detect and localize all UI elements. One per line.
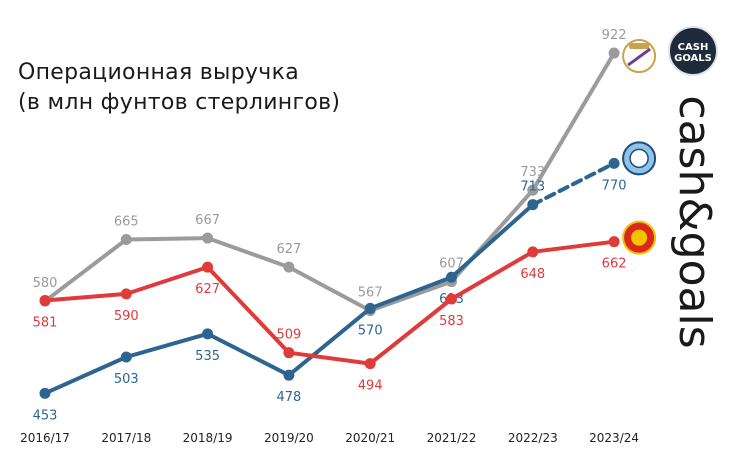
data-point: [364, 302, 376, 314]
data-label: 627: [195, 282, 220, 297]
data-label: 453: [33, 408, 58, 423]
data-point: [120, 351, 132, 363]
data-label: 648: [520, 267, 545, 282]
chart-title-line-1: Операционная выручка: [18, 60, 299, 85]
x-tick-label: 2018/19: [183, 431, 233, 445]
data-point: [446, 293, 457, 305]
manchester-united-inner-shape: [631, 229, 648, 246]
data-point: [283, 261, 295, 273]
data-point: [120, 288, 132, 300]
data-label: 607: [439, 257, 464, 272]
data-label: 667: [195, 213, 220, 228]
data-label: 581: [33, 315, 58, 330]
data-point: [446, 271, 457, 283]
x-tick-label: 2020/21: [345, 431, 395, 445]
data-point: [39, 387, 51, 399]
data-point: [283, 369, 295, 381]
x-tick-label: 2023/24: [589, 431, 639, 445]
data-label: 567: [358, 286, 383, 301]
data-point: [39, 294, 51, 306]
data-point: [527, 184, 539, 196]
x-tick-label: 2017/18: [101, 431, 151, 445]
x-tick-label: 2021/22: [427, 431, 477, 445]
x-tick-label: 2019/20: [264, 431, 314, 445]
data-point: [527, 246, 539, 258]
data-label: 580: [33, 276, 58, 291]
series-line-man_united: [43, 239, 617, 366]
real-madrid-crown-shape: [629, 43, 650, 50]
data-label: 713: [520, 180, 545, 195]
data-label: 627: [276, 242, 301, 257]
data-label: 570: [358, 323, 383, 338]
data-point: [364, 358, 376, 370]
data-label: 478: [276, 390, 301, 405]
data-point: [202, 232, 214, 244]
data-label: 770: [602, 178, 627, 193]
data-label: 665: [114, 215, 139, 230]
series-line-real_madrid: [43, 51, 617, 313]
data-point: [120, 234, 132, 246]
cash-goals-logo-icon: CASH GOALS: [668, 26, 718, 76]
real-madrid-band-shape: [627, 47, 651, 67]
brand-logo-text: CASH GOALS: [674, 42, 712, 64]
x-tick-label: 2022/23: [508, 431, 558, 445]
data-point: [202, 261, 214, 273]
chart-title-line-2: (в млн фунтов стерлингов): [18, 90, 341, 115]
data-label: 733: [520, 165, 545, 180]
data-point: [202, 328, 214, 340]
data-point: [608, 157, 620, 169]
brand-side-wordmark: cash&goals: [669, 95, 720, 348]
data-label: 535: [195, 349, 220, 364]
data-label: 494: [358, 379, 383, 394]
data-label: 509: [276, 328, 301, 343]
x-tick-label: 2016/17: [20, 431, 70, 445]
data-point: [527, 199, 539, 211]
data-point: [283, 347, 295, 359]
data-point: [608, 47, 620, 59]
data-label: 583: [439, 314, 464, 329]
data-label: 590: [114, 309, 139, 324]
series-projection-man_city: [530, 161, 617, 207]
data-label: 662: [602, 257, 627, 272]
data-label: 503: [114, 372, 139, 387]
brand-side-text: cash&goals: [669, 95, 720, 348]
data-label: 922: [602, 28, 627, 43]
manchester-city-inner-shape: [629, 148, 649, 169]
data-point: [608, 236, 620, 248]
